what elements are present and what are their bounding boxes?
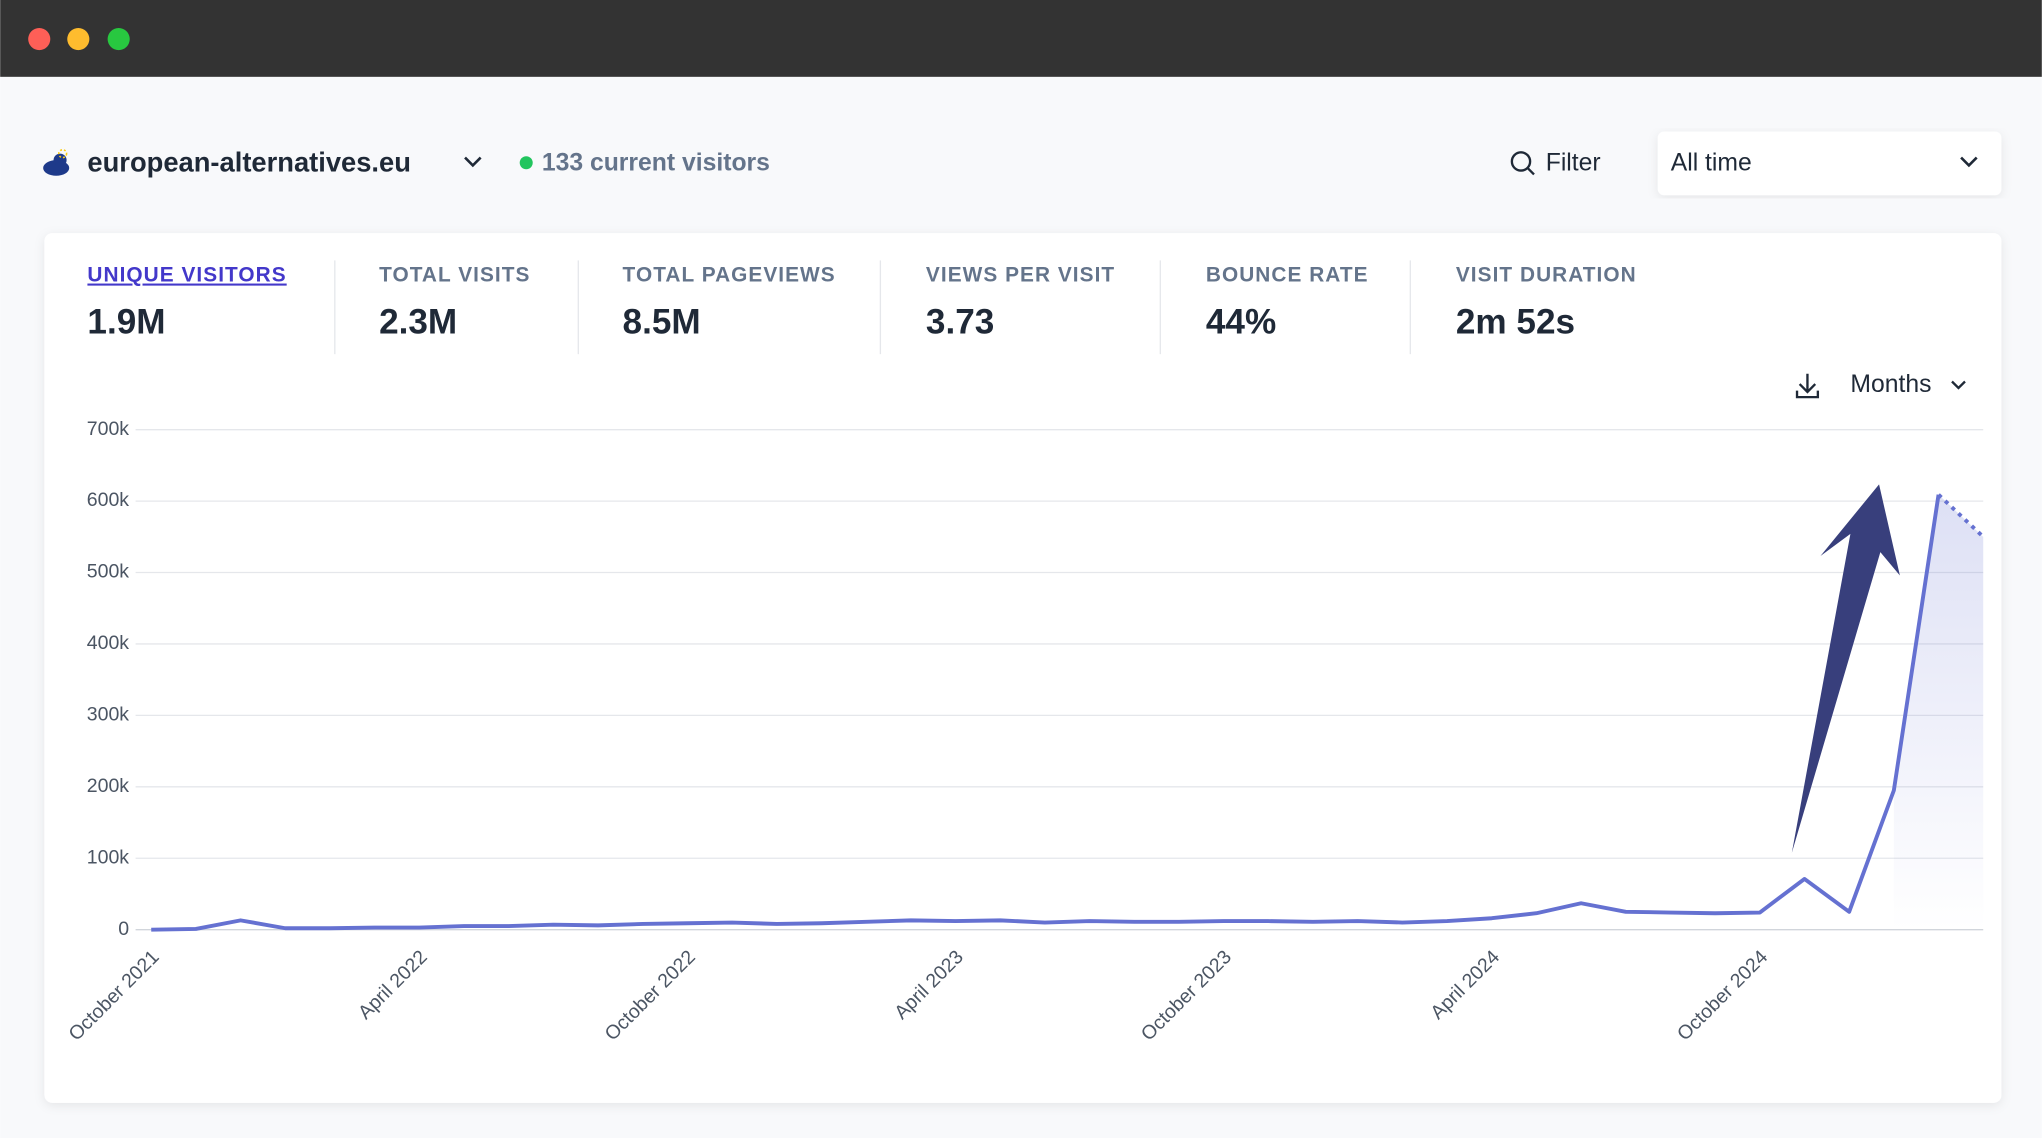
y-tick-label: 700k <box>87 418 130 440</box>
metric-label[interactable]: TOTAL VISITS <box>379 264 530 287</box>
metric-value: 2.3M <box>379 302 457 341</box>
annotation-arrow <box>1791 484 1900 853</box>
period-label[interactable]: All time <box>1671 150 1752 177</box>
y-tick-label: 500k <box>87 561 130 583</box>
metric-label[interactable]: VISIT DURATION <box>1456 264 1637 287</box>
area <box>1893 494 1984 930</box>
y-tick-label: 300k <box>87 704 130 726</box>
site-name[interactable]: european-alternatives.eu <box>87 146 410 177</box>
metric-value: 2m 52s <box>1456 302 1575 341</box>
current-visitors[interactable]: 133 current visitors <box>542 150 770 177</box>
y-tick-label: 100k <box>87 846 130 868</box>
zoom-button[interactable] <box>107 27 130 51</box>
card <box>44 233 2002 1103</box>
metric-label[interactable]: BOUNCE RATE <box>1206 264 1369 287</box>
period-dropdown[interactable] <box>1657 131 2002 196</box>
y-tick-label: 200k <box>87 775 130 797</box>
metric-label[interactable]: TOTAL PAGEVIEWS <box>623 264 836 287</box>
line-incomplete <box>1937 493 1985 539</box>
minimize-button[interactable] <box>67 27 90 51</box>
metric-label[interactable]: UNIQUE VISITORS <box>87 264 286 287</box>
title-bar <box>0 0 2042 77</box>
live-dot <box>519 156 533 170</box>
period-chevron[interactable] <box>1960 156 1978 168</box>
site-chevron[interactable] <box>464 156 482 168</box>
line <box>151 494 1941 932</box>
metric-value: 1.9M <box>87 302 165 341</box>
metric-value: 44% <box>1206 302 1276 341</box>
y-tick-label: 600k <box>87 489 130 511</box>
metric-value: 8.5M <box>623 302 701 341</box>
metric-value: 3.73 <box>926 302 994 341</box>
site-logo <box>43 148 70 176</box>
interval-select[interactable]: Months <box>1850 371 1931 398</box>
close-button[interactable] <box>28 27 51 51</box>
download-icon[interactable] <box>1795 373 1820 399</box>
interval-chevron[interactable] <box>1951 380 1966 390</box>
filter-icon[interactable] <box>1510 151 1535 176</box>
y-tick-label: 0 <box>118 918 129 940</box>
metric-label[interactable]: VIEWS PER VISIT <box>926 264 1115 287</box>
y-tick-label: 400k <box>87 632 130 654</box>
filter-button[interactable]: Filter <box>1546 150 1601 177</box>
